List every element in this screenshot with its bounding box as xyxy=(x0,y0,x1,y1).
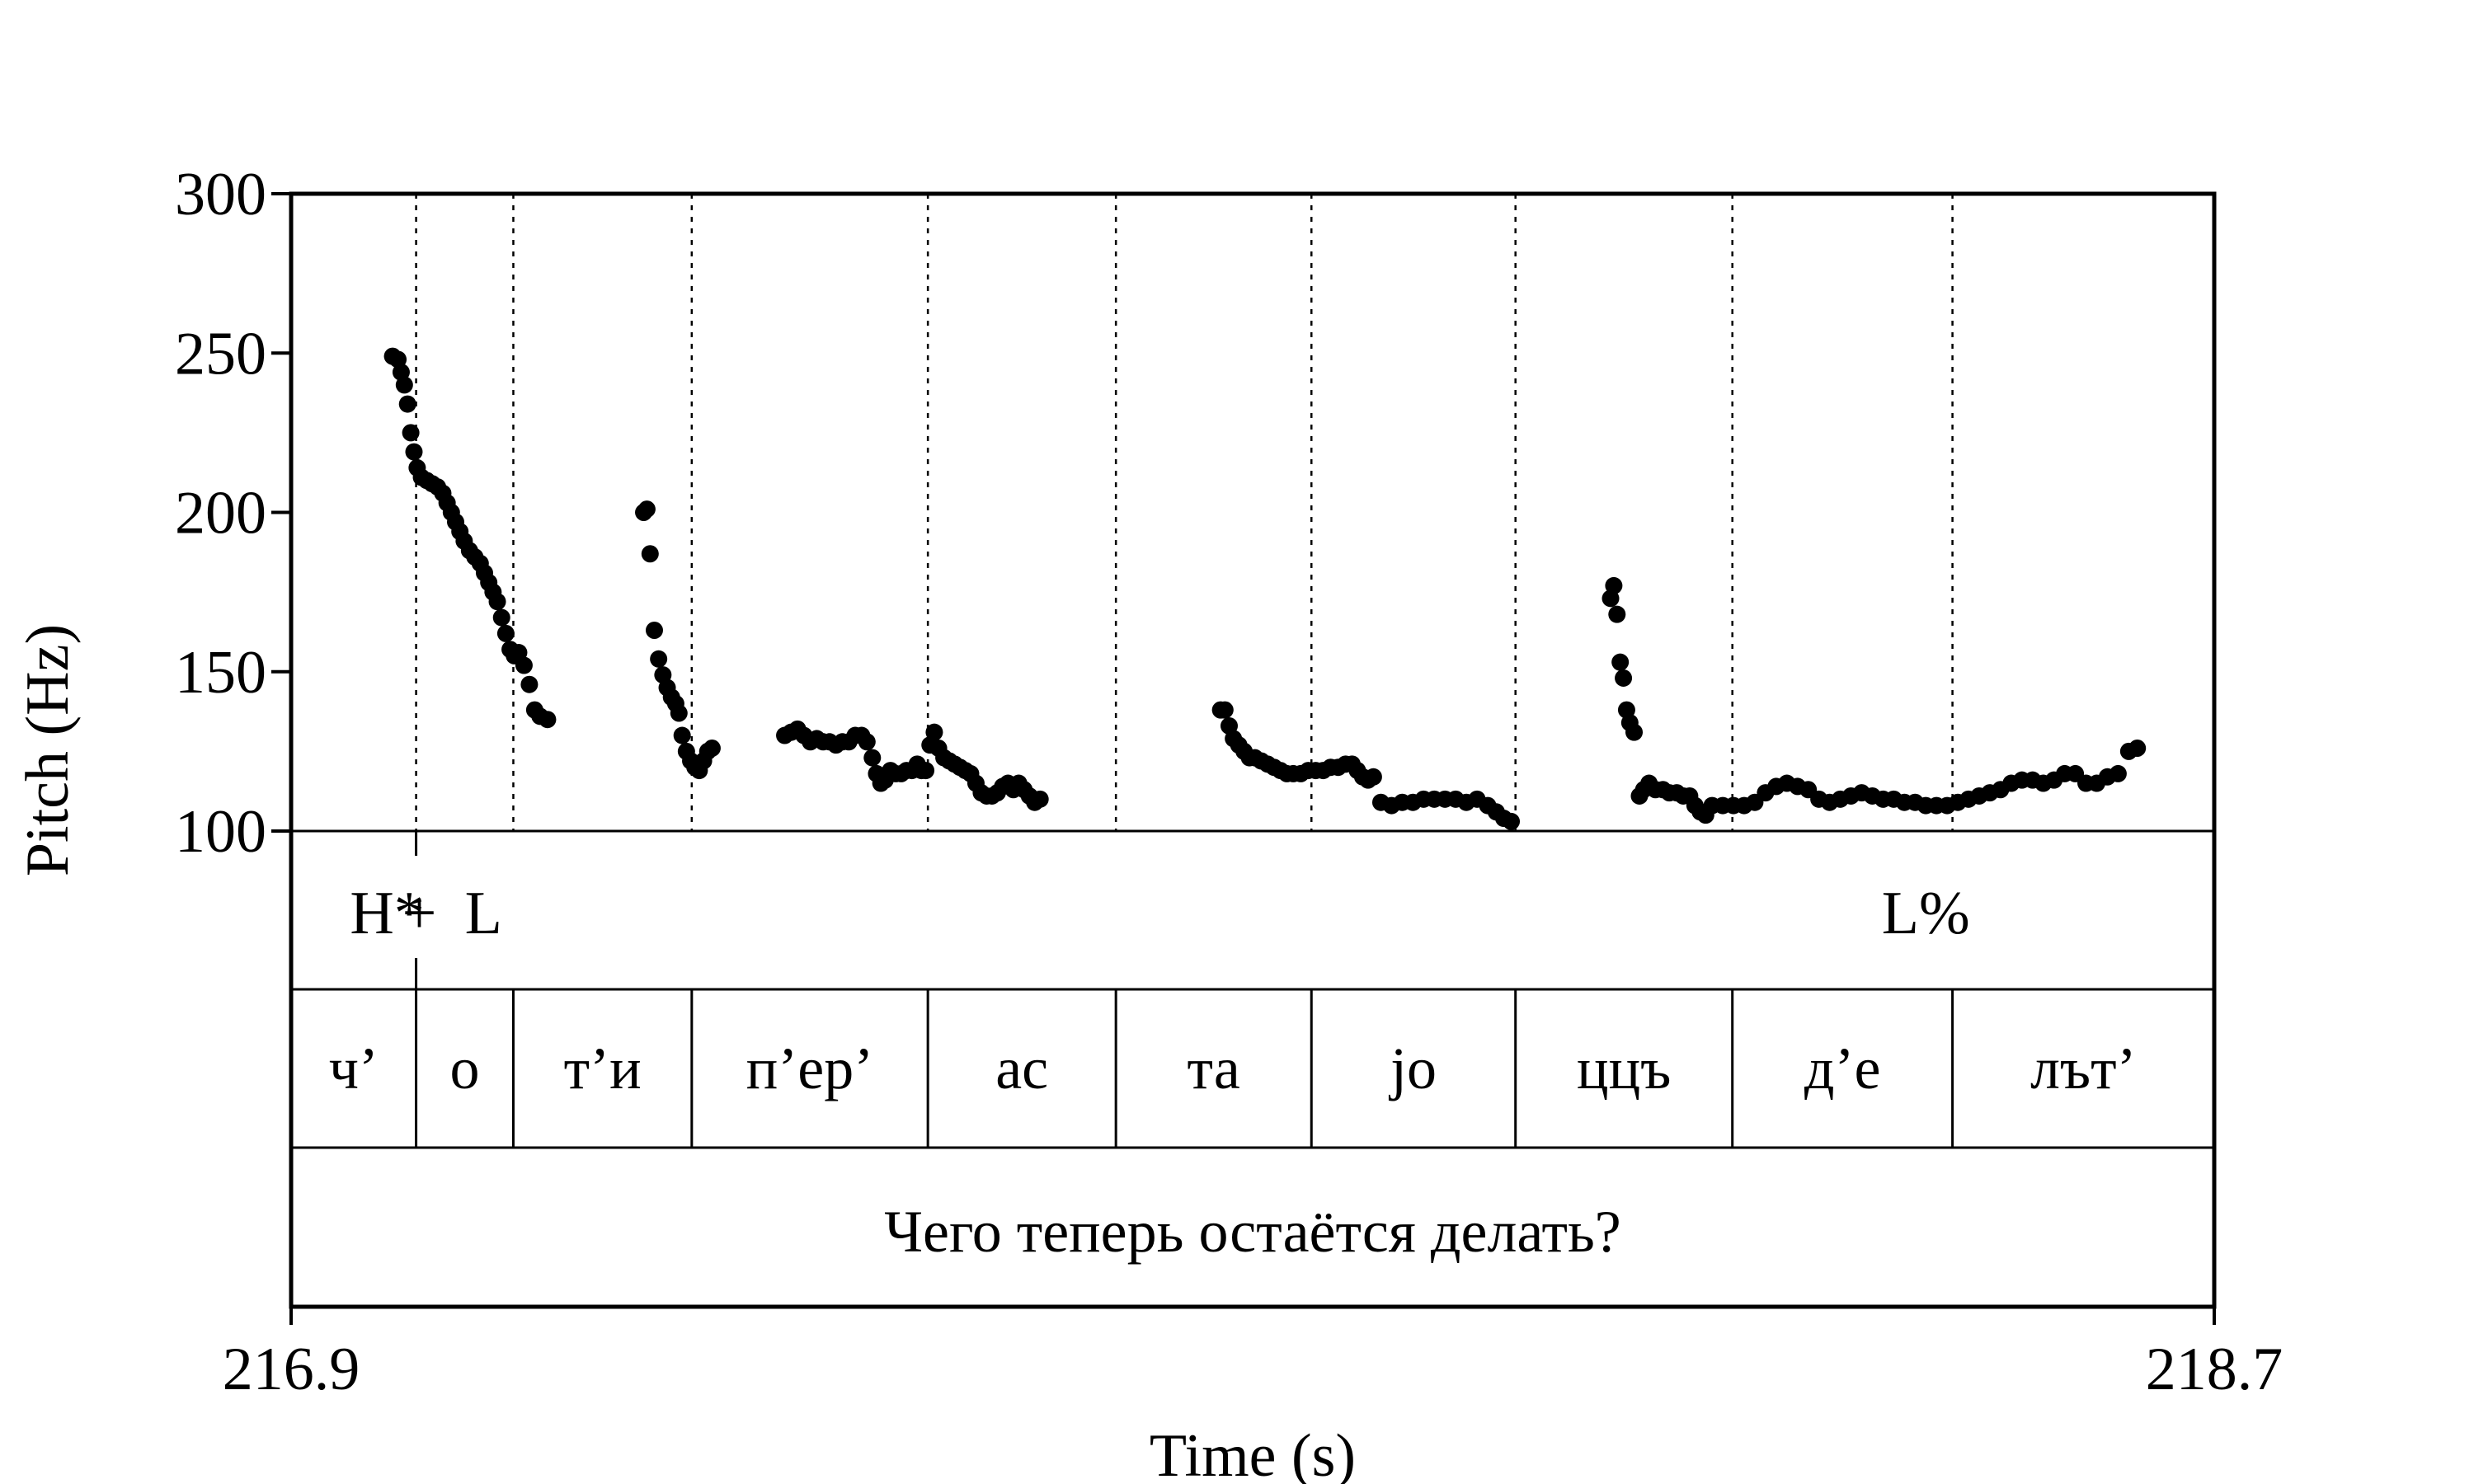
pitch-point xyxy=(488,593,506,611)
x-axis-ticks: 216.9 218.7 xyxy=(223,1307,2284,1403)
segment-label: лът’ xyxy=(2030,1036,2137,1101)
tone-label: L% xyxy=(1882,880,1970,947)
pitch-point xyxy=(496,624,515,642)
pitch-point xyxy=(703,740,721,758)
pitch-point xyxy=(1625,723,1644,741)
pitch-point xyxy=(492,608,510,627)
pitch-point xyxy=(1216,701,1234,719)
y-axis-ticks: 300 250 200 150 100 xyxy=(175,161,291,866)
pitch-point xyxy=(402,424,420,442)
y-tick-label: 250 xyxy=(175,320,266,387)
segment-label: jo xyxy=(1388,1036,1437,1101)
pitch-point xyxy=(641,545,659,563)
pitch-point xyxy=(1608,605,1626,623)
x-tick-label: 218.7 xyxy=(2146,1336,2284,1403)
x-axis-label: Time (s) xyxy=(1150,1422,1356,1484)
pitch-point xyxy=(1503,812,1521,830)
pitch-point xyxy=(858,733,876,751)
pitch-point xyxy=(2128,740,2147,758)
pitch-point xyxy=(515,656,533,674)
pitch-point xyxy=(2109,764,2127,782)
pitch-point xyxy=(1031,790,1049,808)
segment-label: ццъ xyxy=(1577,1036,1671,1101)
x-tick-label: 216.9 xyxy=(223,1336,360,1403)
segment-boundaries xyxy=(415,194,1954,1148)
pitch-points xyxy=(383,347,2147,830)
tone-label: H* xyxy=(350,880,424,947)
pitch-point xyxy=(398,395,416,413)
pitch-point xyxy=(539,711,557,729)
segment-tier: ч’ о т’и п’ер’ ас та jo ццъ д’е лът’ xyxy=(329,1036,2137,1101)
y-axis-label: Pitch (Hz) xyxy=(14,624,82,876)
pitch-point xyxy=(1605,576,1623,594)
pitch-point xyxy=(917,762,935,780)
segment-label: та xyxy=(1188,1036,1240,1101)
pitch-point xyxy=(1615,669,1633,687)
pitch-point xyxy=(645,622,663,640)
segment-label: т’и xyxy=(564,1036,642,1101)
tone-tier: H*+ L L% xyxy=(350,831,1970,989)
pitch-point xyxy=(1611,653,1630,671)
y-tick-label: 200 xyxy=(175,480,266,547)
y-tick-label: 150 xyxy=(175,639,266,707)
pitch-point xyxy=(1364,768,1382,786)
sentence-label: Чего теперь остаётся делать? xyxy=(884,1199,1621,1265)
pitch-point xyxy=(670,704,688,722)
pitch-point xyxy=(925,723,943,741)
segment-label: ч’ xyxy=(329,1036,379,1101)
y-tick-label: 100 xyxy=(175,798,266,866)
segment-label: д’е xyxy=(1804,1036,1881,1101)
y-tick-label: 300 xyxy=(175,161,266,228)
segment-label: ас xyxy=(995,1036,1048,1101)
pitch-point xyxy=(405,443,423,461)
tone-label: L xyxy=(465,880,502,947)
plot-frame xyxy=(289,191,2217,1309)
pitch-point xyxy=(637,500,656,519)
pitch-point xyxy=(395,376,413,394)
pitch-point xyxy=(520,675,539,693)
tone-label: + xyxy=(402,880,437,947)
pitch-point xyxy=(650,650,668,668)
segment-label: о xyxy=(450,1036,480,1101)
pitch-point xyxy=(673,726,691,744)
pitch-point xyxy=(863,749,882,767)
segment-label: п’ер’ xyxy=(746,1036,873,1101)
